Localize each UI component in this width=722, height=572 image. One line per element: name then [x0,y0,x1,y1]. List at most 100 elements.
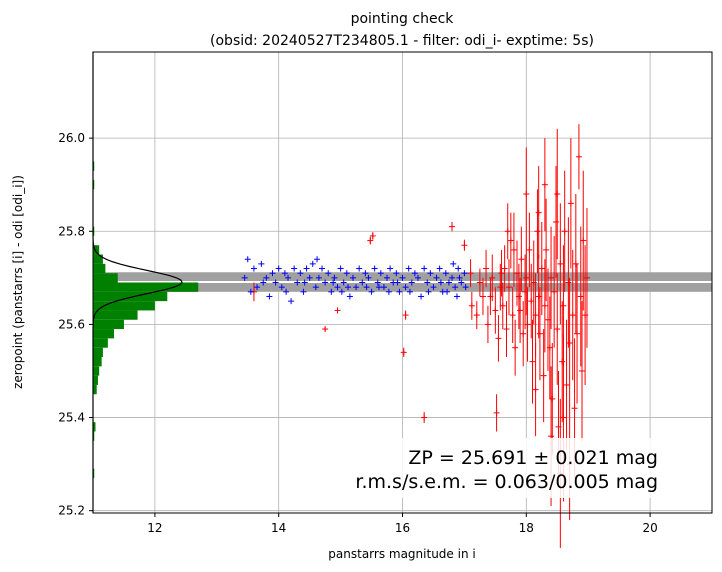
histogram-bar [93,245,100,255]
rejected-point [536,287,543,381]
histogram-bar [93,338,108,348]
rejected-point [580,170,587,311]
used-point [394,279,401,286]
used-point [263,274,270,281]
used-point [331,274,338,281]
used-point [349,274,356,281]
histogram [93,161,199,479]
used-point [444,288,451,295]
used-point [363,284,370,291]
rejected-point [483,249,490,288]
rejected-point [538,221,545,316]
rejected-point [523,147,530,241]
rejected-point [548,226,555,330]
rejected-point [467,259,474,288]
histogram-bar [93,431,95,441]
used-point [343,270,350,277]
used-point [385,288,392,295]
rejected-point [501,245,508,292]
used-point [241,274,248,281]
rejected-point [551,235,558,348]
rejected-point [473,301,480,330]
used-point [325,270,332,277]
used-point [314,256,321,263]
used-point [300,288,307,295]
used-point [322,279,329,286]
annotation-box: ZP = 25.691 ± 0.021 mag r.m.s/s.e.m. = 0… [348,438,664,498]
used-point [458,279,465,286]
rejected-point [495,315,502,362]
used-point [387,265,394,272]
rejected-point [529,319,536,404]
used-point [312,284,319,291]
y-axis-label: zeropoint (panstarrs [i] - odi [odi_i]) [11,175,25,389]
used-point [414,274,421,281]
rejected-point [515,263,522,330]
used-point [396,288,403,295]
used-point [399,274,406,281]
rejected-point [476,268,483,297]
rejected-point [535,254,542,339]
y-tick-label: 25.2 [58,504,85,518]
rejected-point [557,203,564,325]
rejected-point [484,305,491,344]
used-point [445,279,452,286]
used-point [411,270,418,277]
used-point [402,284,409,291]
rejected-point [369,232,376,240]
used-point [418,293,425,300]
used-point [377,270,384,277]
histogram-bar [93,291,168,302]
rejected-point [524,287,531,362]
used-point [337,265,344,272]
rejected-point [334,307,341,314]
rejected-point [468,291,475,320]
rejected-point [561,170,568,292]
used-point [374,279,381,286]
histogram-bar [93,375,98,385]
rejected-point [523,240,530,316]
rejected-point [503,301,510,358]
used-point [406,288,413,295]
rejected-point [510,212,517,288]
rejected-point [479,277,486,316]
x-axis-ticks: 12 14 16 18 20 [147,513,658,535]
used-point [437,279,444,286]
x-tick-label: 18 [519,521,534,535]
rejected-point [402,310,409,320]
rejected-point [543,198,550,302]
rejected-point [572,194,579,334]
rejected-point [563,319,570,451]
rejected-point [553,166,560,278]
histogram-bar [93,226,95,236]
used-point [330,279,337,286]
histogram-bar [93,301,155,311]
histogram-bar [93,347,103,358]
histogram-bar [93,384,97,395]
histogram-bar [93,180,95,190]
histogram-bar [93,263,106,274]
rejected-point [498,249,505,297]
used-point [284,274,291,281]
rejected-point [520,301,527,367]
rejected-point [541,259,548,353]
rejected-point [421,411,428,424]
used-point [294,279,301,286]
used-point [430,284,437,291]
histogram-bar [93,422,96,432]
used-point [275,265,282,272]
rejected-point [559,301,566,423]
used-point [436,265,443,272]
x-axis-label: panstarrs magnitude in i [328,547,475,561]
rejected-point [554,128,561,260]
rejected-point [526,212,533,288]
used-point [291,265,298,272]
x-tick-label: 14 [271,521,286,535]
y-tick-label: 25.4 [58,411,85,425]
used-point [405,265,412,272]
used-point [453,293,460,300]
used-point [283,288,290,295]
used-point [328,288,335,295]
histogram-bar [93,468,95,479]
